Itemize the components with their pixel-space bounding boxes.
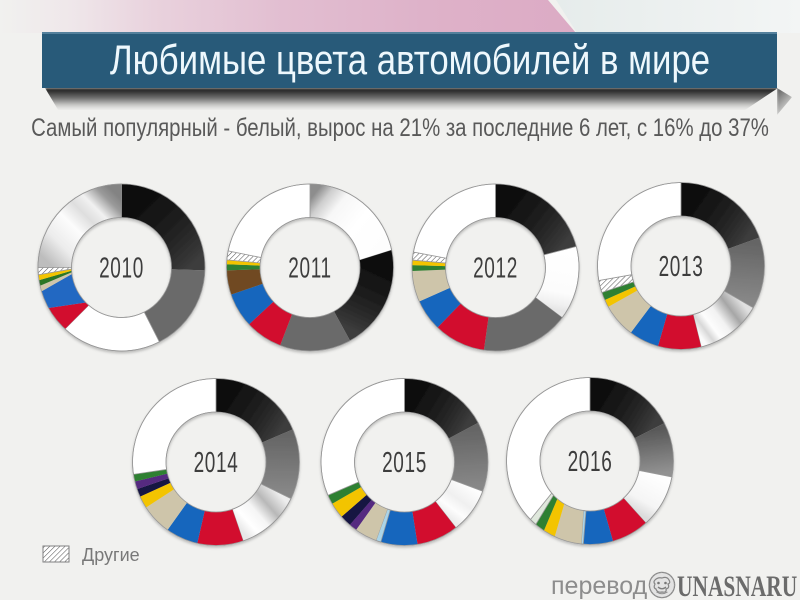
svg-text:2010: 2010	[99, 253, 144, 285]
svg-text:2016: 2016	[568, 446, 613, 478]
svg-text:2015: 2015	[382, 447, 427, 479]
svg-text:2013: 2013	[659, 251, 704, 283]
svg-text:2012: 2012	[473, 253, 518, 285]
svg-text:2011: 2011	[288, 253, 331, 285]
svg-text:2014: 2014	[194, 447, 239, 479]
